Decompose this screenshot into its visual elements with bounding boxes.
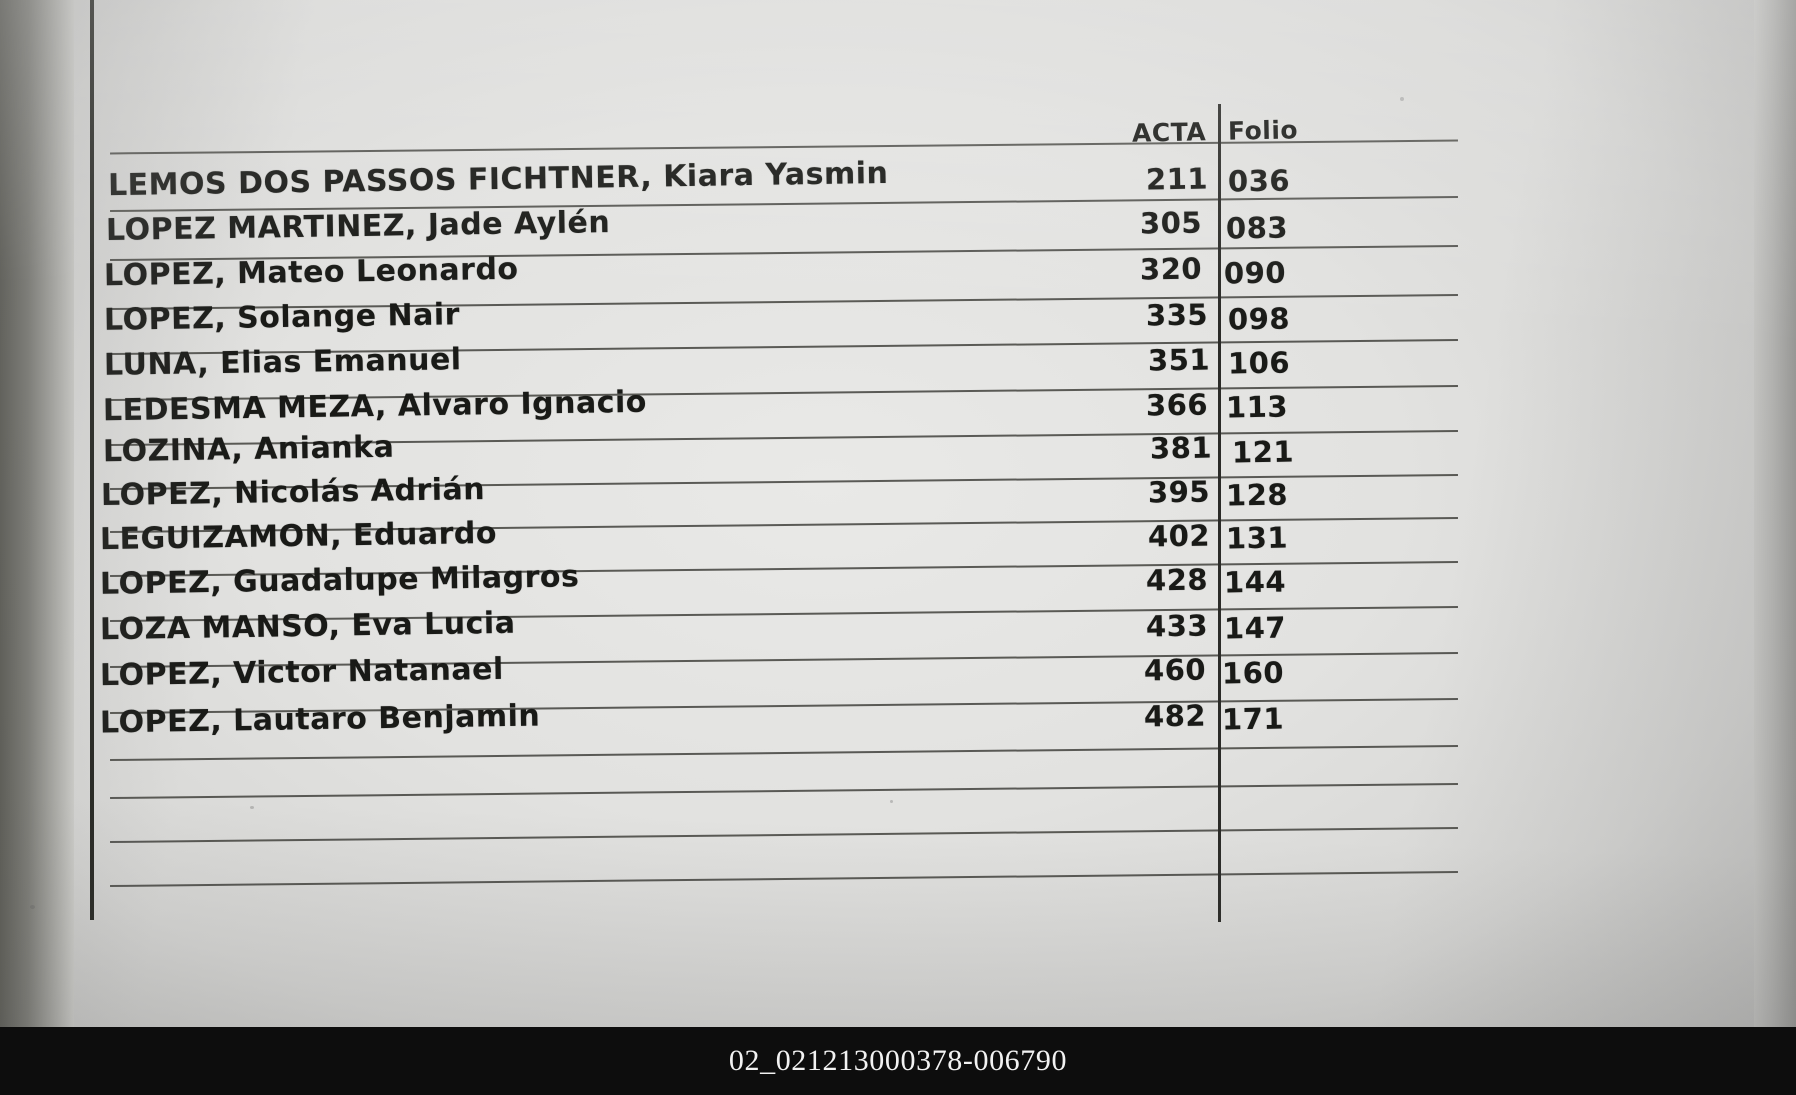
paper-speck xyxy=(250,806,254,809)
table-row-name: LOPEZ, Nicolás Adrián xyxy=(100,471,486,514)
table-row-acta: 305 xyxy=(1139,205,1203,241)
photo-left-edge-shadow xyxy=(0,0,74,1095)
table-row-name: LEGUIZAMON, Eduardo xyxy=(99,515,498,558)
table-row-acta: 428 xyxy=(1145,562,1209,598)
table-row-acta: 335 xyxy=(1145,297,1209,333)
table-row-name: LOPEZ, Lautaro Benjamin xyxy=(99,698,541,741)
table-row-folio: 128 xyxy=(1225,477,1289,513)
table-row-name: LOPEZ, Mateo Leonardo xyxy=(103,251,519,294)
table-row-acta: 433 xyxy=(1145,608,1209,644)
table-row-acta: 395 xyxy=(1147,474,1211,510)
table-row-folio: 147 xyxy=(1223,610,1287,646)
table-row-name: LUNA, Elias Emanuel xyxy=(103,342,462,383)
table-row-acta: 320 xyxy=(1139,251,1203,287)
ruled-line xyxy=(110,826,1458,844)
ruled-line xyxy=(110,782,1458,800)
table-row-name: LOPEZ, Victor Natanael xyxy=(99,651,504,694)
table-row-folio: 131 xyxy=(1225,520,1289,556)
table-row-acta: 366 xyxy=(1145,387,1209,423)
table-row-folio: 144 xyxy=(1223,564,1287,600)
table-row-acta: 211 xyxy=(1145,161,1209,197)
table-row-folio: 090 xyxy=(1223,255,1287,291)
column-header-acta: ACTA xyxy=(1131,117,1207,148)
table-row-name: LOZINA, Anianka xyxy=(102,429,395,470)
column-separator-rule xyxy=(1218,104,1221,922)
paper-speck xyxy=(890,800,893,803)
table-row-folio: 106 xyxy=(1227,345,1291,381)
table-row-name: LOPEZ, Guadalupe Milagros xyxy=(99,559,580,602)
photo-right-edge-shadow xyxy=(1754,0,1796,1095)
paper-speck xyxy=(1400,97,1404,101)
table-row-folio: 160 xyxy=(1221,655,1285,691)
table-row-folio: 036 xyxy=(1227,163,1291,199)
table-row-name: LEMOS DOS PASSOS FICHTNER, Kiara Yasmin xyxy=(107,155,889,204)
table-row-name: LEDESMA MEZA, Alvaro Ignacio xyxy=(102,384,648,429)
table-row-folio: 083 xyxy=(1225,210,1289,246)
image-caption-bar: 02_021213000378-006790 xyxy=(0,1027,1796,1095)
table-row-name: LOPEZ, Solange Nair xyxy=(103,297,461,338)
paper-speck xyxy=(30,905,35,909)
ledger-margin-rule xyxy=(90,0,94,920)
table-row-folio: 171 xyxy=(1221,701,1285,737)
table-row-folio: 098 xyxy=(1227,301,1291,337)
table-row-name: LOZA MANSO, Eva Lucia xyxy=(99,605,516,648)
caption-text: 02_021213000378-006790 xyxy=(728,1044,1068,1077)
table-row-acta: 402 xyxy=(1147,518,1211,554)
table-row-name: LOPEZ MARTINEZ, Jade Aylén xyxy=(105,205,611,248)
column-header-folio: Folio xyxy=(1227,115,1299,146)
table-row-folio: 121 xyxy=(1231,434,1295,470)
table-row-acta: 381 xyxy=(1149,430,1213,466)
table-row-acta: 351 xyxy=(1147,342,1211,378)
table-row-folio: 113 xyxy=(1225,389,1289,425)
table-row-acta: 460 xyxy=(1143,652,1207,688)
ruled-line xyxy=(110,870,1458,888)
table-row-acta: 482 xyxy=(1143,698,1207,734)
ruled-line xyxy=(110,744,1458,762)
